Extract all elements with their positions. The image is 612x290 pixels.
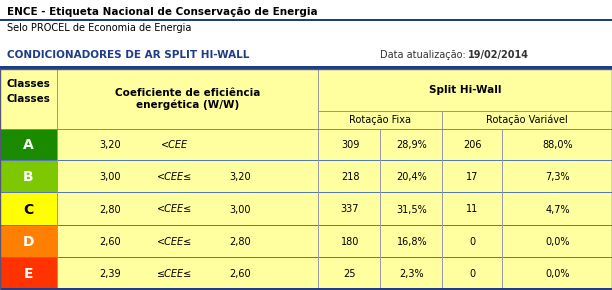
Bar (0, 160, 612, 161)
Text: Rotação Fixa: Rotação Fixa (349, 115, 411, 125)
Text: Coeficiente de eficiência
energética (W/W): Coeficiente de eficiência energética (W/… (115, 88, 260, 110)
Text: D: D (23, 235, 34, 249)
Text: 3,00: 3,00 (99, 172, 121, 182)
Text: ENCE - Etiqueta Nacional de Conservação de Energia: ENCE - Etiqueta Nacional de Conservação … (7, 7, 318, 17)
Bar (57, 226, 612, 258)
Text: 3,20: 3,20 (99, 140, 121, 150)
Bar (0, 69, 612, 290)
Text: 309: 309 (341, 140, 359, 150)
Text: <CEE≤: <CEE≤ (157, 237, 193, 247)
Bar (0, 224, 612, 226)
Bar (57, 129, 58, 290)
Text: <CEE≤: <CEE≤ (157, 204, 193, 215)
Text: 2,3%: 2,3% (400, 269, 424, 279)
Text: 2,80: 2,80 (99, 204, 121, 215)
Text: 2,60: 2,60 (99, 237, 121, 247)
Bar (57, 161, 612, 193)
Text: 19/02/2014: 19/02/2014 (468, 50, 529, 60)
Bar (57, 258, 612, 290)
Text: <CEE: <CEE (162, 140, 188, 150)
Text: 2,80: 2,80 (229, 237, 251, 247)
Text: Classes: Classes (7, 94, 50, 104)
Text: B: B (23, 170, 34, 184)
Text: A: A (23, 138, 34, 152)
Text: 2,60: 2,60 (229, 269, 251, 279)
Bar (442, 129, 443, 290)
Text: Data atualização:: Data atualização: (380, 50, 466, 60)
Text: 218: 218 (341, 172, 359, 182)
Bar (0, 193, 57, 226)
Bar (0, 226, 57, 258)
Bar (0, 66, 612, 69)
Bar (0, 257, 612, 258)
Bar (0, 69, 612, 129)
Bar (0, 129, 57, 161)
Text: Rotação Variável: Rotação Variável (486, 115, 568, 125)
Text: 4,7%: 4,7% (546, 204, 570, 215)
Text: 180: 180 (341, 237, 359, 247)
Bar (57, 69, 58, 129)
Text: 88,0%: 88,0% (543, 140, 573, 150)
Bar (0, 258, 57, 290)
Bar (0, 19, 612, 21)
Text: ≤CEE≤: ≤CEE≤ (157, 269, 193, 279)
Text: 16,8%: 16,8% (397, 237, 427, 247)
Text: 0: 0 (469, 269, 475, 279)
Text: 0,0%: 0,0% (546, 269, 570, 279)
Text: 11: 11 (466, 204, 478, 215)
Bar (442, 111, 443, 129)
Text: CONDICIONADORES DE AR SPLIT HI-WALL: CONDICIONADORES DE AR SPLIT HI-WALL (7, 50, 249, 60)
Text: 2,39: 2,39 (99, 269, 121, 279)
Text: 0,0%: 0,0% (546, 237, 570, 247)
Bar (0, 69, 612, 129)
Text: Selo PROCEL de Economia de Energia: Selo PROCEL de Economia de Energia (7, 23, 192, 33)
Bar (0, 288, 612, 290)
Bar (0, 289, 612, 290)
Bar (57, 193, 612, 226)
Text: 7,3%: 7,3% (546, 172, 570, 182)
Bar (0, 161, 57, 193)
Text: 337: 337 (341, 204, 359, 215)
Bar (318, 129, 319, 290)
Text: 3,20: 3,20 (229, 172, 251, 182)
Bar (502, 129, 503, 290)
Text: C: C (23, 202, 34, 217)
Bar (0, 192, 612, 193)
Text: 17: 17 (466, 172, 478, 182)
Bar (318, 111, 612, 112)
Text: 20,4%: 20,4% (397, 172, 427, 182)
Text: Split Hi-Wall: Split Hi-Wall (429, 85, 501, 95)
Text: 3,00: 3,00 (230, 204, 251, 215)
Bar (318, 69, 319, 129)
Text: 206: 206 (463, 140, 481, 150)
Bar (0, 38, 612, 66)
Bar (380, 129, 381, 290)
Bar (0, 0, 612, 38)
Text: 0: 0 (469, 237, 475, 247)
Text: 28,9%: 28,9% (397, 140, 427, 150)
Text: E: E (24, 267, 33, 281)
Text: Classes: Classes (7, 79, 50, 89)
Text: <CEE≤: <CEE≤ (157, 172, 193, 182)
Text: 31,5%: 31,5% (397, 204, 427, 215)
Text: 25: 25 (344, 269, 356, 279)
Bar (57, 129, 612, 161)
